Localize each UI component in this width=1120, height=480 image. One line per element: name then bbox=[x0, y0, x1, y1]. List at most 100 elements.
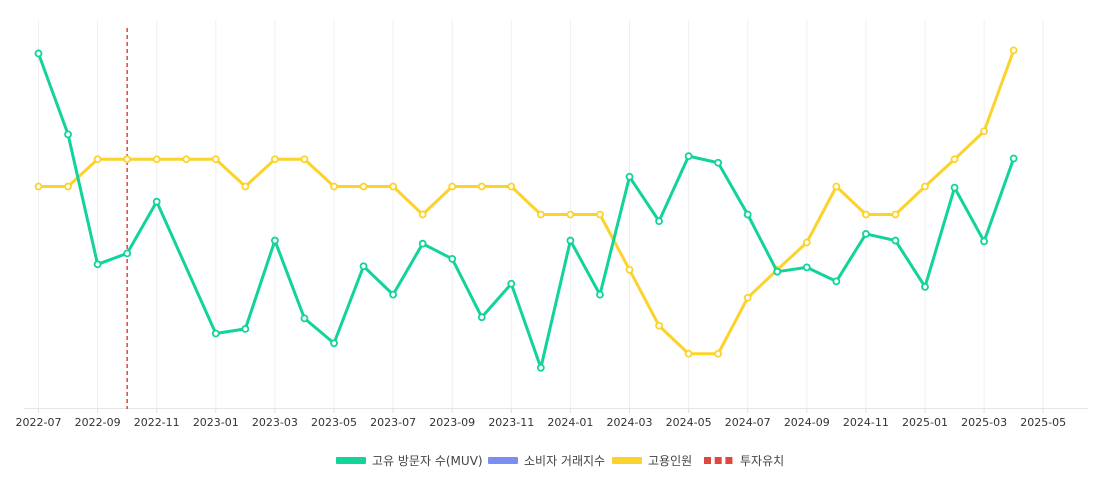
data-point[interactable] bbox=[1009, 46, 1018, 55]
x-tick-label: 2023-01 bbox=[193, 416, 239, 429]
data-point[interactable] bbox=[330, 182, 338, 191]
data-point[interactable] bbox=[330, 339, 338, 348]
x-tick-label: 2025-05 bbox=[1020, 416, 1066, 429]
data-point[interactable] bbox=[211, 155, 220, 164]
legend-swatch bbox=[336, 457, 366, 464]
data-point[interactable] bbox=[891, 210, 900, 219]
data-point[interactable] bbox=[802, 263, 811, 272]
x-tick-label: 2024-07 bbox=[725, 416, 771, 429]
data-point[interactable] bbox=[64, 130, 72, 139]
data-point[interactable] bbox=[448, 182, 457, 191]
data-point[interactable] bbox=[152, 197, 161, 206]
data-point[interactable] bbox=[93, 155, 102, 164]
data-point[interactable] bbox=[536, 363, 545, 372]
data-point[interactable] bbox=[950, 183, 959, 192]
x-axis: 2022-07 2022-09 2022-11 2023-01 2023-03 2023-… bbox=[16, 408, 1066, 429]
data-point[interactable] bbox=[536, 210, 545, 219]
legend-swatch bbox=[725, 457, 733, 464]
data-point[interactable] bbox=[300, 155, 309, 164]
legend-item[interactable]: 투자유치 bbox=[704, 454, 784, 468]
data-point[interactable] bbox=[123, 249, 132, 258]
data-point[interactable] bbox=[891, 236, 900, 245]
data-point[interactable] bbox=[34, 182, 43, 191]
data-point[interactable] bbox=[418, 239, 427, 248]
data-point[interactable] bbox=[802, 238, 811, 247]
legend-swatch bbox=[714, 457, 722, 464]
data-point[interactable] bbox=[743, 293, 752, 302]
data-point[interactable] bbox=[389, 182, 398, 191]
x-tick-label: 2022-07 bbox=[16, 416, 62, 429]
data-point[interactable] bbox=[507, 182, 516, 191]
data-point[interactable] bbox=[270, 236, 279, 245]
data-point[interactable] bbox=[418, 210, 427, 219]
data-point[interactable] bbox=[743, 210, 752, 219]
data-point[interactable] bbox=[921, 282, 929, 291]
data-point[interactable] bbox=[950, 155, 959, 164]
data-point[interactable] bbox=[684, 152, 693, 161]
data-point[interactable] bbox=[832, 277, 841, 286]
data-point[interactable] bbox=[507, 279, 516, 288]
data-point[interactable] bbox=[596, 290, 604, 299]
legend-label: 소비자 거래지수 bbox=[524, 454, 605, 468]
x-tick-label: 2023-03 bbox=[252, 416, 298, 429]
x-tick-label: 2024-11 bbox=[843, 416, 889, 429]
data-point[interactable] bbox=[921, 182, 929, 191]
data-point[interactable] bbox=[625, 265, 634, 274]
data-point[interactable] bbox=[211, 329, 220, 338]
legend-item[interactable]: 고유 방문자 수(MUV) bbox=[336, 454, 483, 468]
legend: 고유 방문자 수(MUV) 소비자 거래지수 고용인원 투자유치 bbox=[336, 454, 784, 468]
x-tick-label: 2023-09 bbox=[429, 416, 475, 429]
data-point[interactable] bbox=[241, 324, 250, 333]
legend-swatch bbox=[488, 457, 518, 464]
data-point[interactable] bbox=[832, 182, 841, 191]
legend-label: 고유 방문자 수(MUV) bbox=[372, 454, 483, 468]
legend-label: 고용인원 bbox=[648, 454, 692, 468]
legend-swatch bbox=[612, 457, 642, 464]
data-point[interactable] bbox=[684, 349, 693, 358]
data-point[interactable] bbox=[862, 210, 870, 219]
data-point[interactable] bbox=[34, 49, 43, 58]
legend-item[interactable]: 고용인원 bbox=[612, 454, 692, 468]
data-point[interactable] bbox=[182, 155, 191, 164]
data-point[interactable] bbox=[359, 262, 368, 271]
data-point[interactable] bbox=[1009, 154, 1018, 163]
series-0 bbox=[34, 49, 1018, 372]
series-line bbox=[37, 48, 1016, 356]
data-point[interactable] bbox=[862, 230, 870, 238]
x-tick-label: 2025-03 bbox=[961, 416, 1007, 429]
data-point[interactable] bbox=[773, 267, 782, 276]
data-point[interactable] bbox=[93, 260, 102, 269]
x-tick-label: 2022-09 bbox=[75, 416, 121, 429]
data-point[interactable] bbox=[714, 349, 723, 358]
series-2 bbox=[34, 46, 1018, 358]
data-point[interactable] bbox=[566, 236, 575, 245]
data-point[interactable] bbox=[477, 313, 486, 322]
data-point[interactable] bbox=[270, 155, 279, 164]
x-tick-label: 2024-09 bbox=[784, 416, 830, 429]
x-tick-label: 2023-07 bbox=[370, 416, 416, 429]
data-point[interactable] bbox=[152, 155, 161, 164]
data-point[interactable] bbox=[64, 182, 72, 191]
data-point[interactable] bbox=[123, 155, 132, 164]
legend-label: 투자유치 bbox=[740, 454, 784, 468]
data-point[interactable] bbox=[655, 321, 663, 330]
data-point[interactable] bbox=[714, 158, 723, 167]
legend-swatch bbox=[704, 457, 711, 464]
series-line bbox=[37, 51, 1016, 370]
data-point[interactable] bbox=[596, 210, 604, 219]
data-point[interactable] bbox=[359, 182, 368, 191]
data-point[interactable] bbox=[300, 314, 309, 323]
data-point[interactable] bbox=[625, 172, 634, 181]
data-point[interactable] bbox=[980, 127, 988, 136]
data-point[interactable] bbox=[566, 210, 575, 219]
data-point[interactable] bbox=[389, 290, 398, 299]
data-point[interactable] bbox=[980, 237, 988, 246]
data-point[interactable] bbox=[477, 182, 486, 191]
data-point[interactable] bbox=[241, 182, 250, 191]
legend-item[interactable]: 소비자 거래지수 bbox=[488, 454, 605, 468]
data-point[interactable] bbox=[655, 217, 663, 226]
data-point[interactable] bbox=[448, 254, 457, 263]
x-tick-label: 2023-11 bbox=[488, 416, 534, 429]
x-tick-label: 2023-05 bbox=[311, 416, 357, 429]
